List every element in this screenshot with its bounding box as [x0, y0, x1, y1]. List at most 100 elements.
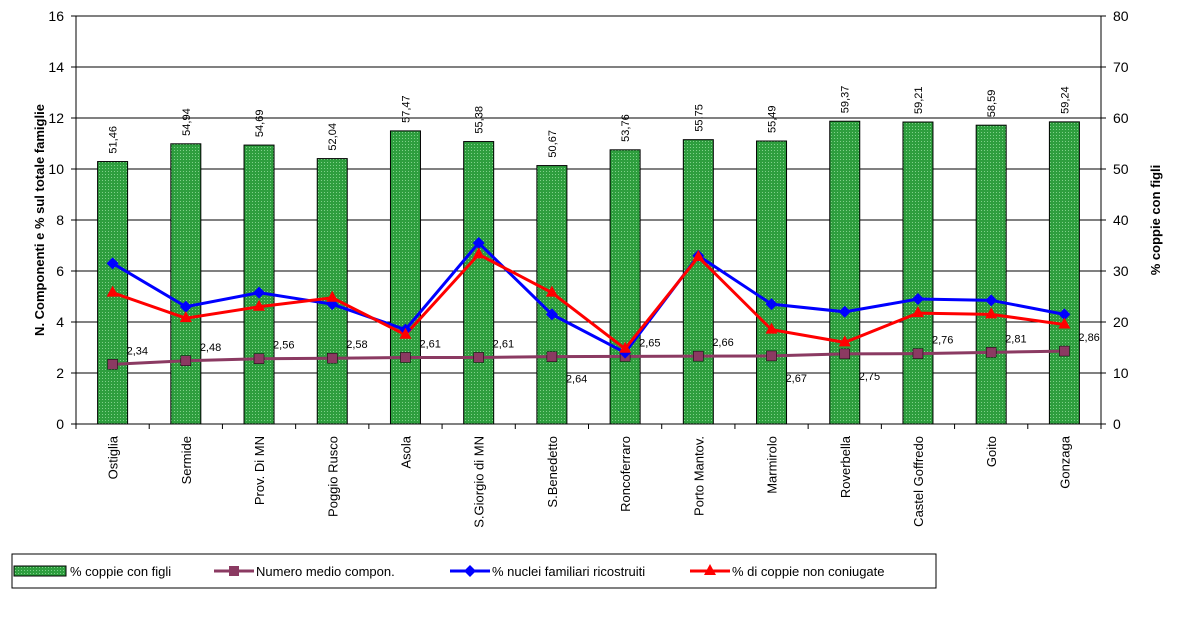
y-right-tick-label: 50 — [1113, 161, 1129, 177]
bar-data-label: 54,69 — [254, 110, 266, 138]
bar-data-label: 57,47 — [400, 95, 412, 123]
line-data-label: 2,48 — [200, 342, 221, 354]
bar-data-label: 50,67 — [547, 130, 559, 158]
x-category-label: Ostiglia — [106, 435, 121, 479]
point-triangle — [545, 285, 558, 297]
line-data-label: 2,56 — [273, 340, 294, 352]
tick-labels: 0 2 4 6 8 10 12 14 16 0 10 20 30 40 50 60 70 80 — [48, 8, 1128, 432]
legend-label: % coppie con figli — [70, 564, 171, 579]
point-triangle — [326, 290, 339, 302]
bar-data-label: 54,94 — [181, 108, 193, 136]
point-triangle — [1058, 317, 1071, 329]
series-line — [111, 240, 1065, 355]
legend-marker-triangle — [704, 564, 716, 575]
bar — [682, 139, 714, 425]
bar-data-label: 59,21 — [913, 86, 925, 114]
y-axis-left-title: N. Componenti e % sul totale famiglie — [32, 104, 47, 336]
bar-data-label: 59,24 — [1059, 86, 1071, 114]
point-triangle — [399, 327, 412, 339]
y-right-tick-label: 70 — [1113, 59, 1129, 75]
line-data-label: 2,81 — [1005, 333, 1026, 345]
point-diamond — [838, 305, 851, 318]
bar-data-label: 59,37 — [840, 86, 852, 114]
line-data-label: 2,64 — [566, 374, 587, 386]
legend-marker-diamond — [464, 565, 476, 577]
point-square — [985, 347, 997, 358]
point-diamond — [106, 257, 119, 270]
point-triangle — [619, 341, 632, 353]
y-right-tick-label: 0 — [1113, 416, 1121, 432]
point-triangle — [765, 322, 778, 334]
point-diamond — [253, 286, 266, 299]
bar — [243, 144, 275, 425]
y-right-tick-label: 40 — [1113, 212, 1129, 228]
point-triangle — [985, 307, 998, 319]
y-left-tick-label: 0 — [56, 416, 64, 432]
point-diamond — [1058, 308, 1071, 321]
point-square — [546, 351, 558, 362]
point-diamond — [545, 308, 558, 321]
y-left-tick-label: 14 — [48, 59, 64, 75]
point-triangle — [911, 306, 924, 318]
point-square — [400, 352, 411, 363]
point-triangle — [838, 335, 851, 347]
point-square — [693, 350, 704, 362]
legend: % coppie con figli Numero medio compon. % … — [11, 553, 937, 589]
x-category-label: Gonzaga — [1057, 435, 1072, 489]
x-category-label: Asola — [398, 435, 413, 468]
line-data-label: 2,58 — [346, 339, 367, 351]
legend-label: Numero medio compon. — [256, 564, 395, 579]
line-data-label: 2,67 — [786, 373, 807, 385]
y-left-tick-label: 8 — [56, 212, 64, 228]
point-square — [180, 355, 192, 367]
x-category-label: Prov. Di MN — [252, 436, 267, 505]
y-right-tick-label: 30 — [1113, 263, 1129, 279]
y-left-tick-label: 4 — [56, 314, 64, 330]
category-labels: Ostiglia Sermide Prov. Di MN Poggio Rusco As… — [106, 435, 1073, 528]
point-triangle — [472, 247, 485, 259]
point-square — [473, 352, 484, 363]
bar — [902, 121, 934, 425]
bar — [609, 149, 641, 425]
x-category-label: Roncoferraro — [618, 436, 633, 512]
x-category-label: Roverbella — [838, 435, 853, 498]
bar — [389, 130, 421, 425]
bar — [756, 140, 788, 425]
point-square — [839, 348, 850, 360]
bar-data-label: 55,49 — [767, 105, 779, 133]
bar — [1048, 121, 1080, 425]
line-data-label: 2,61 — [419, 338, 440, 350]
point-diamond — [765, 298, 778, 311]
point-square — [107, 359, 118, 370]
series-line — [112, 252, 1065, 351]
point-diamond — [985, 294, 998, 307]
point-square — [253, 353, 265, 364]
y-right-tick-label: 60 — [1113, 110, 1129, 126]
line-data-label: 2,61 — [493, 338, 514, 350]
x-category-label: S.Benedetto — [545, 436, 560, 508]
y-axis-right-title: % coppie con figli — [1148, 165, 1163, 276]
legend-label: % di coppie non coniugate — [732, 564, 885, 579]
line-series — [106, 236, 1071, 370]
line-data-label: 2,76 — [932, 335, 953, 347]
x-category-label: S.Giorgio di MN — [472, 436, 487, 528]
x-category-label: Poggio Rusco — [325, 436, 340, 517]
bar — [170, 143, 202, 425]
axes — [71, 15, 1106, 429]
bar — [975, 124, 1007, 425]
bar-data-label: 51,46 — [108, 126, 120, 154]
y-left-tick-label: 16 — [48, 8, 64, 24]
y-left-tick-label: 2 — [56, 365, 64, 381]
y-left-tick-label: 10 — [48, 161, 64, 177]
point-triangle — [253, 299, 266, 311]
data-labels: 51,46 54,94 54,69 52,04 57,47 55,38 50,67 53,76… — [108, 86, 1100, 386]
legend-marker-square — [229, 566, 239, 576]
point-diamond — [472, 236, 485, 249]
point-square — [1059, 345, 1070, 357]
y-right-tick-label: 20 — [1113, 314, 1129, 330]
point-square — [766, 350, 777, 362]
line-data-label: 2,65 — [639, 337, 660, 349]
series-line — [112, 349, 1065, 366]
bar — [463, 141, 495, 425]
